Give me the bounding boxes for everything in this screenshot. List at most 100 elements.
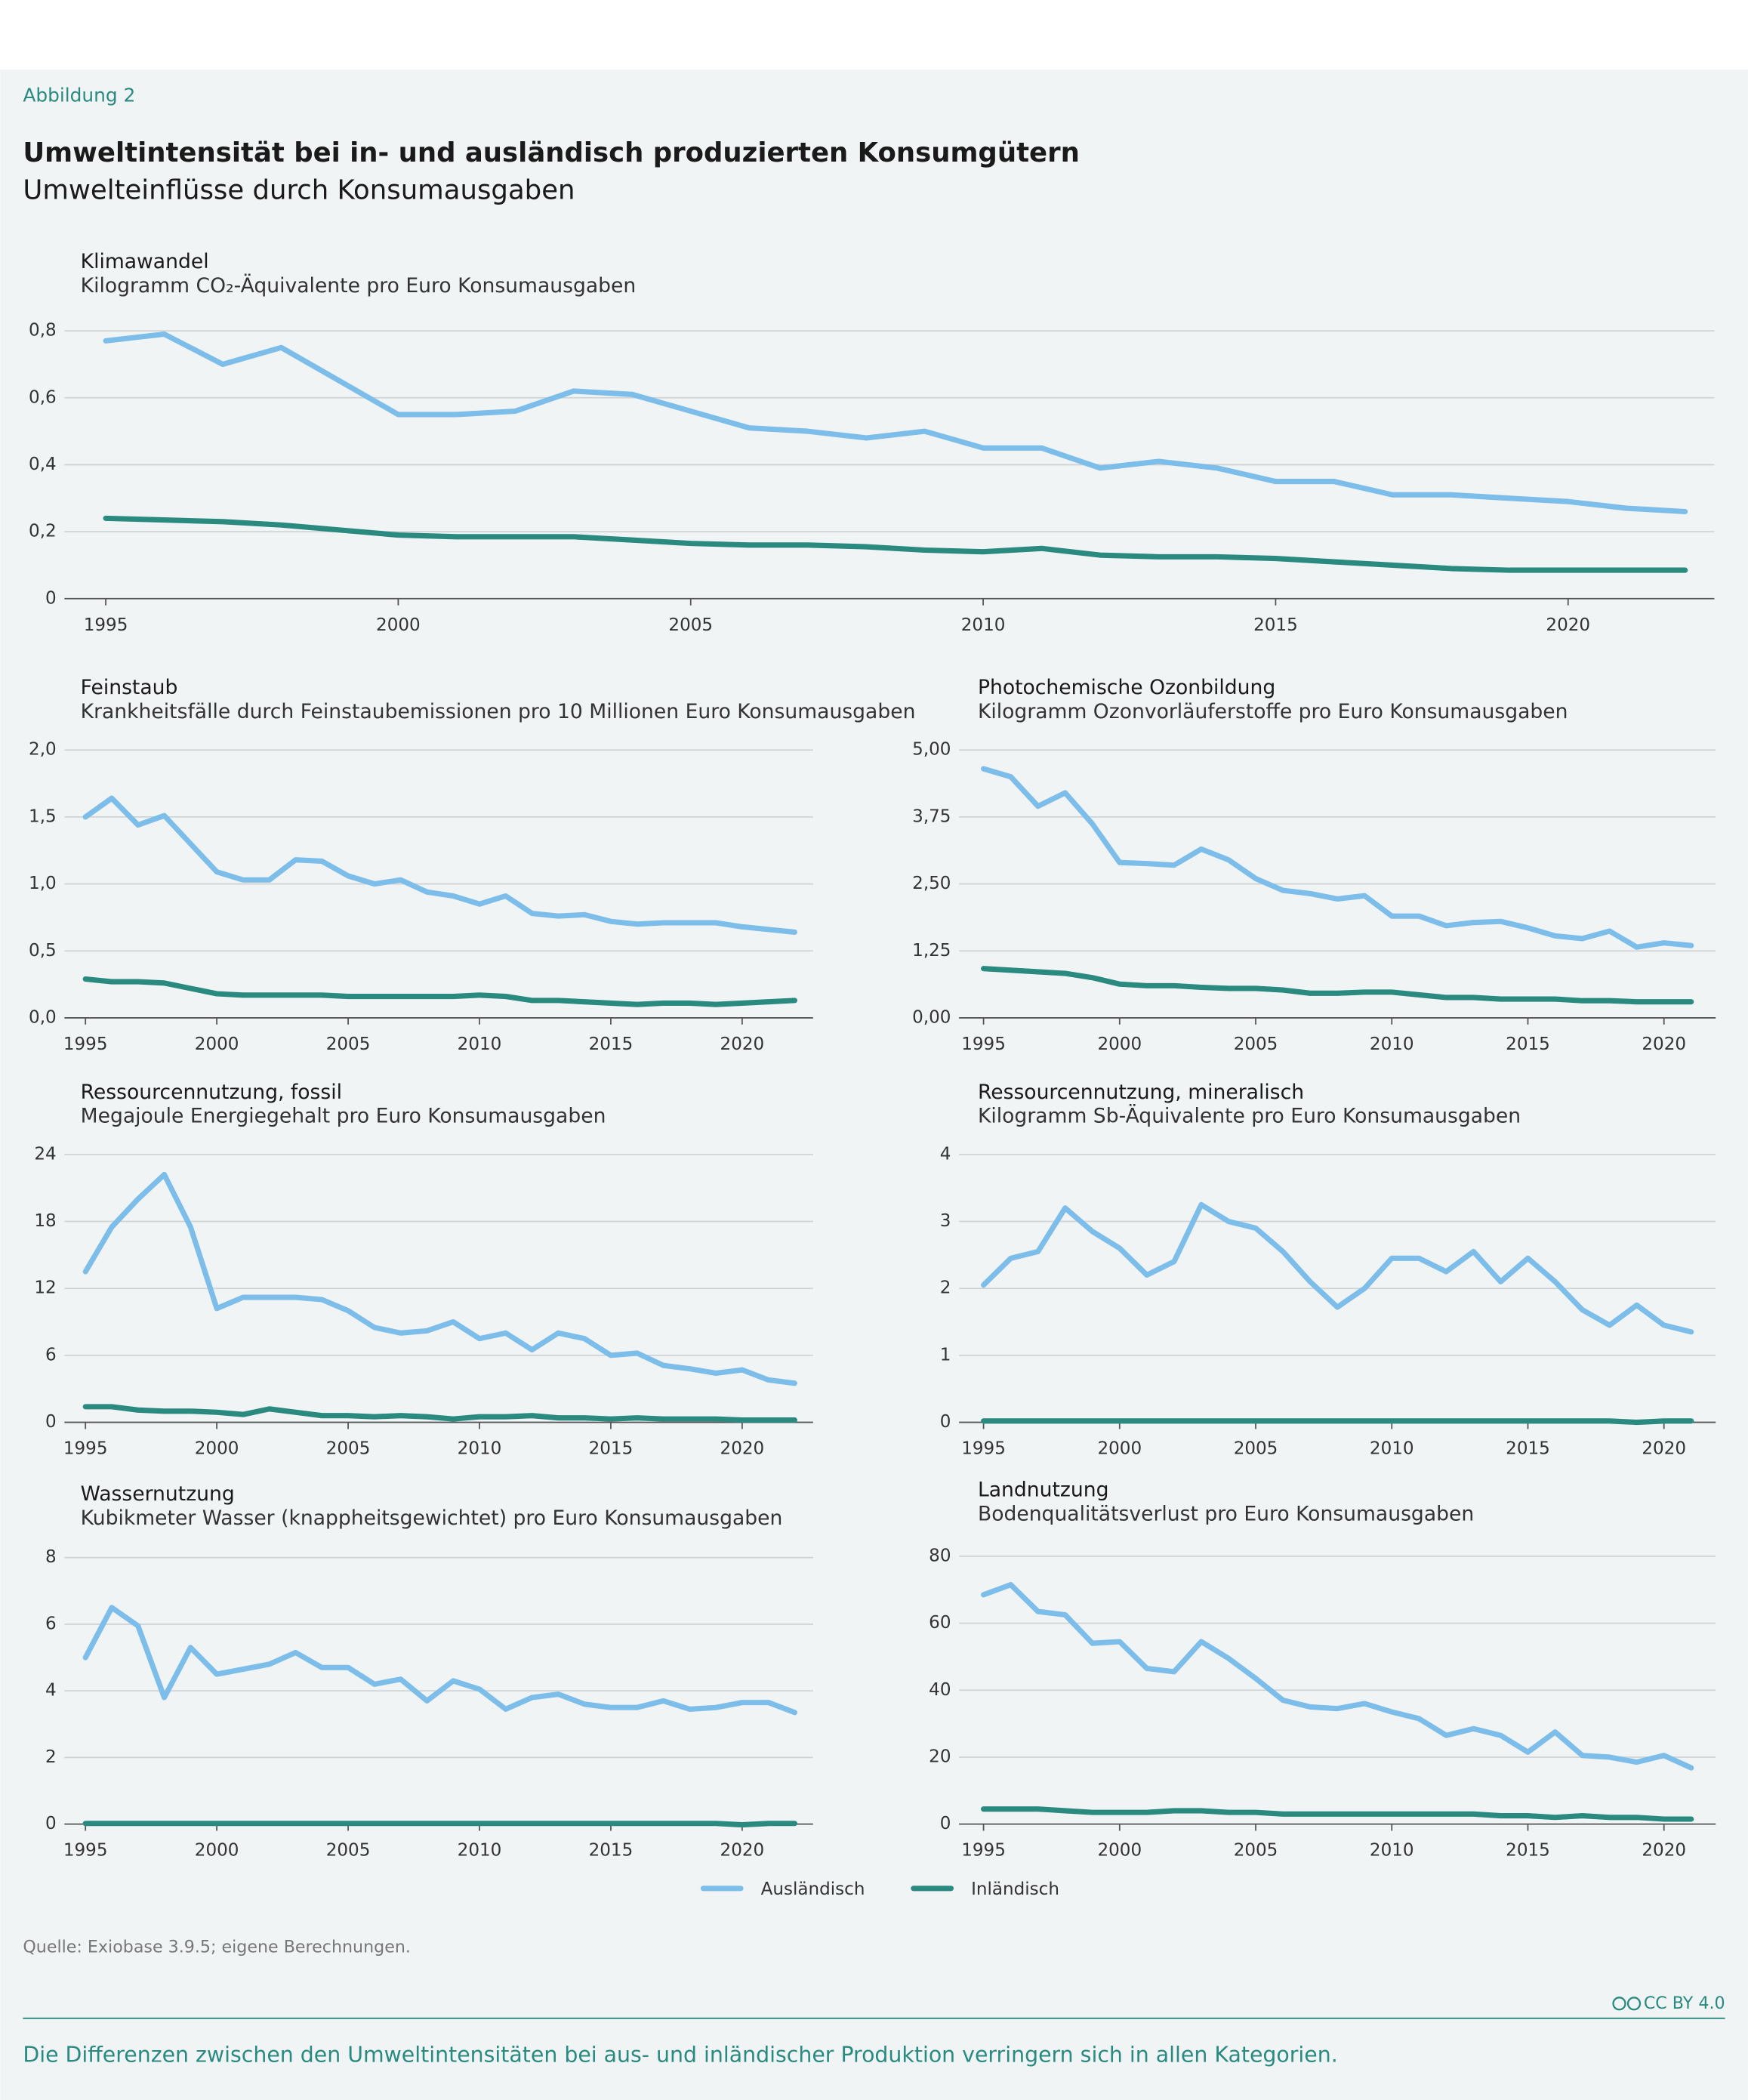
y-tick-label: 0,0 [29,1007,57,1027]
x-tick-label: 2005 [1234,1841,1278,1861]
y-tick-label: 2 [45,1747,57,1767]
x-tick-label: 1995 [63,1035,108,1054]
x-tick-label: 2010 [458,1841,502,1861]
panel-title: Photochemische Ozonbildung [978,676,1275,699]
source: Quelle: Exiobase 3.9.5; eigene Berechnun… [23,1937,411,1957]
footer-note: Die Differenzen zwischen den Umweltinten… [23,2042,1337,2067]
y-tick-label: 0 [45,1814,57,1833]
panel-title: Klimawandel [81,250,209,273]
x-tick-label: 2000 [195,1439,239,1459]
panel-title: Ressourcennutzung, mineralisch [978,1081,1304,1104]
y-tick-label: 60 [929,1613,951,1633]
y-tick-label: 3 [940,1211,951,1231]
legend-label: Ausländisch [761,1880,865,1899]
panel-subtitle: Krankheitsfälle durch Feinstaubemissione… [81,700,916,723]
y-tick-label: 1,0 [29,874,57,893]
x-tick-label: 2005 [1234,1439,1278,1459]
subtitle: Umwelteinflüsse durch Konsumausgaben [23,175,575,206]
panel-subtitle: Kilogramm Sb-Äquivalente pro Euro Konsum… [978,1104,1521,1128]
panel-subtitle: Megajoule Energiegehalt pro Euro Konsuma… [81,1105,606,1128]
top-band [0,0,1748,70]
series-line [82,795,797,935]
figure-label: Abbildung 2 [23,85,135,106]
series-line [82,976,797,1007]
series-line [981,766,1694,950]
y-tick-label: 0 [940,1412,951,1432]
x-tick-label: 2020 [1642,1035,1686,1054]
x-tick-label: 2000 [376,615,421,635]
y-tick-label: 0 [45,1412,57,1432]
y-tick-label: 24 [34,1144,56,1164]
x-tick-label: 1995 [961,1035,1006,1054]
x-tick-label: 2005 [1234,1035,1278,1054]
y-tick-label: 20 [929,1747,951,1766]
y-tick-label: 2,50 [912,874,951,893]
legend-label: Inländisch [971,1880,1059,1899]
panel-title: Landnutzung [978,1479,1109,1502]
panel-subtitle: Kubikmeter Wasser (knappheitsgewichtet) … [81,1506,783,1530]
x-tick-label: 1995 [961,1439,1006,1459]
series-line [981,1806,1694,1822]
x-tick-label: 2020 [720,1841,765,1861]
y-tick-label: 0,2 [29,522,57,541]
y-tick-label: 18 [34,1211,56,1231]
panel-title: Feinstaub [81,676,178,699]
y-tick-label: 0,00 [912,1007,951,1027]
x-tick-label: 2015 [1506,1035,1550,1054]
y-tick-label: 1,25 [912,941,951,961]
y-tick-label: 12 [34,1278,56,1298]
series-line [981,1418,1694,1426]
x-tick-label: 2010 [458,1439,502,1459]
y-tick-label: 40 [929,1680,951,1700]
y-tick-label: 4 [940,1144,951,1164]
series-line [981,1201,1694,1335]
panel-title: Wassernutzung [81,1482,235,1506]
series-line [103,515,1688,573]
x-tick-label: 2020 [720,1439,765,1459]
x-tick-label: 2010 [1370,1439,1414,1459]
y-tick-label: 0,5 [29,941,57,961]
x-tick-label: 2005 [326,1841,371,1861]
y-tick-label: 6 [45,1614,57,1633]
y-tick-label: 2,0 [29,740,57,760]
y-tick-label: 0 [940,1814,951,1833]
x-tick-label: 2005 [326,1439,371,1459]
x-tick-label: 2015 [1506,1841,1550,1861]
y-tick-label: 6 [45,1345,57,1365]
cc-icon [1612,1997,1626,2011]
x-tick-label: 1995 [63,1439,108,1459]
x-tick-label: 2000 [195,1841,239,1861]
x-tick-label: 2005 [668,615,713,635]
series-line [82,1404,797,1423]
y-tick-label: 8 [45,1547,57,1567]
y-tick-label: 0,8 [29,321,57,341]
y-tick-label: 0,4 [29,455,57,474]
x-tick-label: 1995 [961,1841,1006,1861]
y-tick-label: 1,5 [29,806,57,826]
x-tick-label: 2010 [1370,1035,1414,1054]
x-tick-label: 2010 [458,1035,502,1054]
y-tick-label: 4 [45,1681,57,1701]
x-tick-label: 2000 [1097,1439,1142,1459]
license: CC BY 4.0 [1644,1994,1725,2013]
y-tick-label: 0,6 [29,387,57,407]
x-tick-label: 2015 [589,1035,634,1054]
series-line [82,1821,797,1828]
x-tick-label: 2015 [589,1439,634,1459]
y-tick-label: 3,75 [912,806,951,826]
x-tick-label: 2020 [1642,1439,1686,1459]
panel-title: Ressourcennutzung, fossil [81,1081,342,1104]
x-tick-label: 1995 [84,615,128,635]
background [0,69,1748,2100]
y-tick-label: 80 [929,1546,951,1565]
x-tick-label: 2015 [1253,615,1298,635]
panel-subtitle: Kilogramm Ozonvorläuferstoffe pro Euro K… [978,700,1568,723]
y-tick-label: 0 [45,588,57,608]
series-line [82,1605,797,1716]
x-tick-label: 2000 [1097,1035,1142,1054]
x-tick-label: 2000 [195,1035,239,1054]
x-tick-label: 2005 [326,1035,371,1054]
series-line [103,331,1688,515]
